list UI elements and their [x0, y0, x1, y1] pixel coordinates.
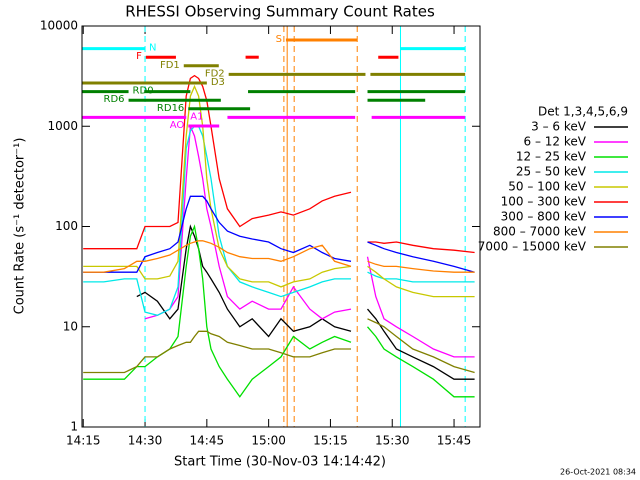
legend-label: 7000 – 15000 keV [478, 240, 587, 254]
legend-label: 3 – 6 keV [531, 120, 587, 134]
series-line [367, 241, 475, 254]
series-line [144, 126, 352, 320]
flag-label: FD1 [160, 60, 180, 71]
footer: 26-Oct-2021 08:34 [560, 468, 636, 477]
series-line [367, 241, 475, 273]
legend-label: 100 – 300 keV [501, 195, 587, 209]
y-tick-label: 1000 [47, 119, 78, 133]
x-tick-label: 14:15 [66, 434, 101, 448]
series-line [83, 74, 352, 250]
x-tick-label: 14:30 [128, 434, 163, 448]
y-tick-label: 100 [55, 219, 78, 233]
x-tick-label: 15:15 [313, 434, 348, 448]
y-tick-label: 1 [70, 420, 78, 434]
flag-label: RD0 [133, 86, 154, 97]
legend-label: 800 – 7000 keV [493, 225, 587, 239]
legend-label: 25 – 50 keV [516, 165, 587, 179]
legend-label: 300 – 800 keV [501, 210, 587, 224]
series-line [367, 271, 475, 283]
x-tick-label: 15:45 [437, 434, 472, 448]
x-axis-label: Start Time (30-Nov-03 14:14:42) [174, 455, 386, 470]
plot-frame [81, 25, 481, 428]
legend-label: 50 – 100 keV [508, 180, 587, 194]
series-line [136, 224, 352, 338]
flag-label: S [276, 34, 282, 45]
flag-label: A1 [190, 111, 203, 122]
y-axis-label: Count Rate (s⁻¹ detector⁻¹) [13, 138, 28, 315]
x-tick-label: 15:00 [251, 434, 286, 448]
series-line [83, 330, 351, 374]
series-line [83, 84, 352, 288]
flag-label: RD16 [157, 103, 184, 114]
flag-label: F [136, 51, 142, 62]
series-line [83, 195, 352, 273]
x-tick-label: 14:45 [190, 434, 225, 448]
legend-label: 6 – 12 keV [524, 135, 587, 149]
flag-label: RD6 [104, 94, 125, 105]
series-line [367, 308, 475, 380]
series-line [83, 224, 352, 398]
series-line [83, 240, 352, 273]
series-line [367, 318, 475, 374]
chart-title: RHESSI Observing Summary Count Rates [125, 3, 435, 21]
series-line [366, 256, 475, 358]
series-line [367, 260, 475, 273]
y-tick-label: 10 [63, 319, 78, 333]
legend-label: 12 – 25 keV [516, 150, 587, 164]
flag-label: FD2 [205, 68, 225, 79]
y-tick-label: 10000 [40, 19, 78, 33]
flag-label: AO [170, 120, 185, 131]
flag-label: D3 [211, 77, 225, 88]
series-line [367, 265, 475, 298]
legend-title: Det 1,3,4,5,6,9 [538, 105, 628, 119]
series-line [83, 125, 351, 316]
series-line [367, 326, 475, 398]
x-tick-label: 15:30 [375, 434, 410, 448]
flag-label: N [149, 43, 156, 54]
